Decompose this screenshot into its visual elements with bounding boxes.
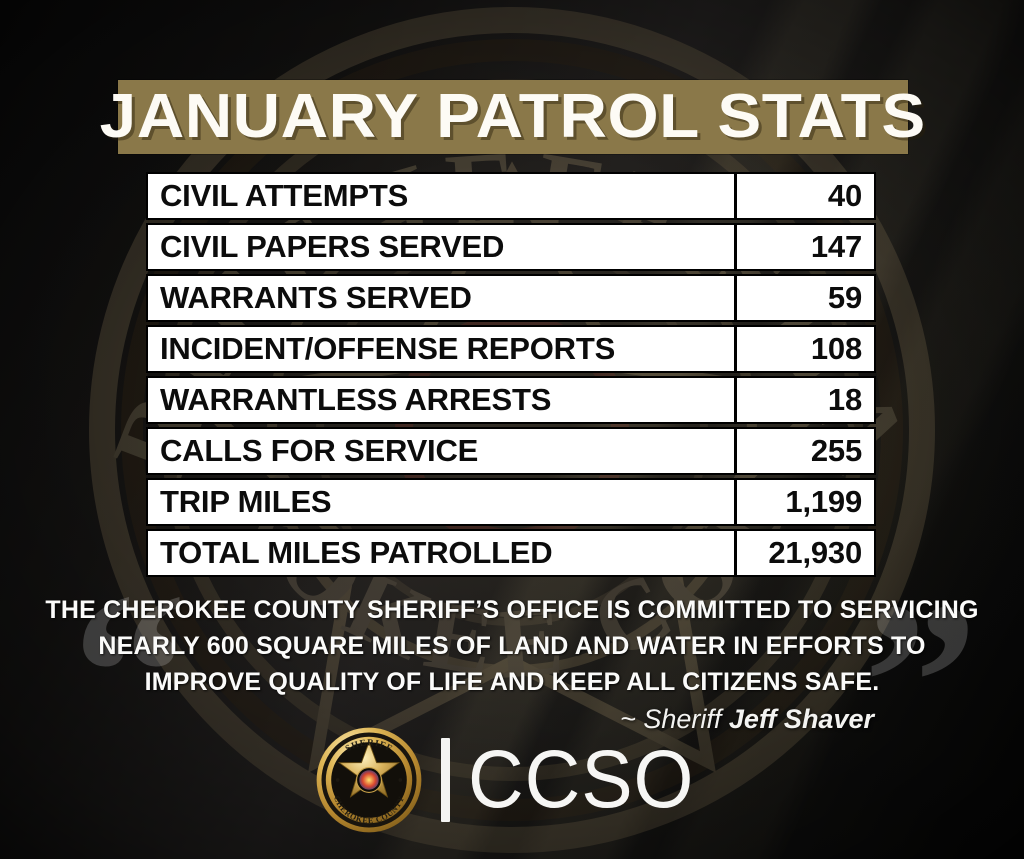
stat-label: CIVIL PAPERS SERVED <box>148 225 734 269</box>
stat-value: 108 <box>737 327 874 371</box>
table-row: CIVIL ATTEMPTS 40 <box>146 172 876 220</box>
quote-block: “ ” THE CHEROKEE COUNTY SHERIFF’S OFFICE… <box>0 558 1024 798</box>
stat-label: INCIDENT/OFFENSE REPORTS <box>148 327 734 371</box>
stat-value: 40 <box>737 174 874 218</box>
stat-value: 1,199 <box>737 480 874 524</box>
table-row: INCIDENT/OFFENSE REPORTS 108 <box>146 325 876 373</box>
table-row: CALLS FOR SERVICE 255 <box>146 427 876 475</box>
table-row: WARRANTS SERVED 59 <box>146 274 876 322</box>
stat-label: WARRANTS SERVED <box>148 276 734 320</box>
stat-label: WARRANTLESS ARRESTS <box>148 378 734 422</box>
stat-label: TOTAL MILES PATROLLED <box>148 531 734 575</box>
logo-divider <box>441 738 451 822</box>
sheriff-badge-icon: SHERIFF CHEROKEE COUNTY <box>316 727 422 833</box>
page-title: JANUARY PATROL STATS <box>99 82 927 151</box>
quote-line: THE CHEROKEE COUNTY SHERIFF’S OFFICE IS … <box>45 596 979 624</box>
stat-value: 147 <box>737 225 874 269</box>
title-banner: JANUARY PATROL STATS <box>100 80 926 154</box>
stat-value: 59 <box>737 276 874 320</box>
stat-label: CALLS FOR SERVICE <box>148 429 734 473</box>
footer-logo-lockup: SHERIFF CHEROKEE COUNTY CCSO <box>0 726 1024 834</box>
stat-label: TRIP MILES <box>148 480 734 524</box>
quote-attribution: ~ Sheriff Jeff Shaver <box>620 704 874 735</box>
table-row: WARRANTLESS ARRESTS 18 <box>146 376 876 424</box>
quote-line: IMPROVE QUALITY OF LIFE AND KEEP ALL CIT… <box>144 668 880 696</box>
attribution-prefix: ~ Sheriff <box>620 704 729 734</box>
stat-value: 18 <box>737 378 874 422</box>
stat-value: 21,930 <box>737 531 874 575</box>
agency-abbreviation: CCSO <box>468 734 695 826</box>
stat-label: CIVIL ATTEMPTS <box>148 174 734 218</box>
table-row: CIVIL PAPERS SERVED 147 <box>146 223 876 271</box>
table-row: TRIP MILES 1,199 <box>146 478 876 526</box>
table-row: TOTAL MILES PATROLLED 21,930 <box>146 529 876 577</box>
quote-line: NEARLY 600 SQUARE MILES OF LAND AND WATE… <box>98 632 926 660</box>
stats-table: CIVIL ATTEMPTS 40 CIVIL PAPERS SERVED 147 WA… <box>146 172 876 580</box>
stat-value: 255 <box>737 429 874 473</box>
attribution-name: Jeff Shaver <box>728 704 874 734</box>
